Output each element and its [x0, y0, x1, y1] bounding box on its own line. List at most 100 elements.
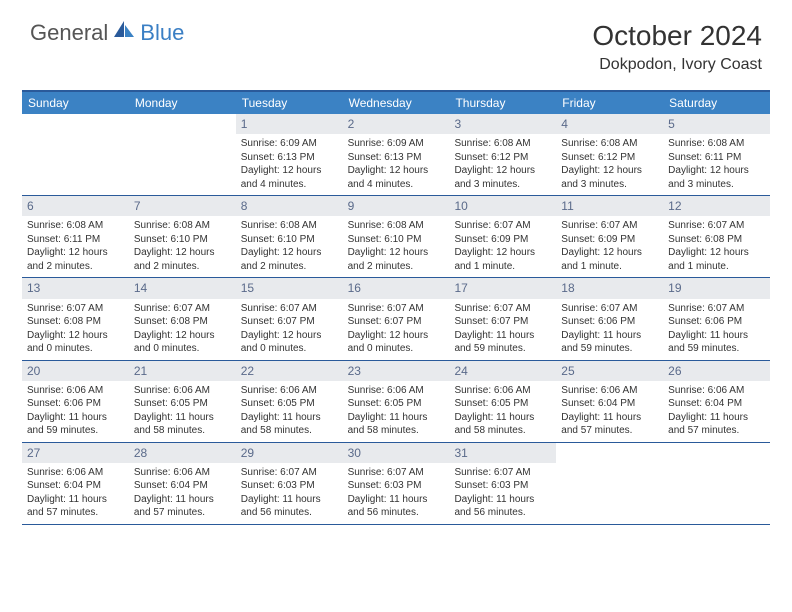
logo-text-blue: Blue: [140, 20, 184, 46]
day-cell: 14Sunrise: 6:07 AMSunset: 6:08 PMDayligh…: [129, 278, 236, 359]
day-body: Sunrise: 6:07 AMSunset: 6:07 PMDaylight:…: [449, 299, 556, 360]
day-cell: 9Sunrise: 6:08 AMSunset: 6:10 PMDaylight…: [343, 196, 450, 277]
daylight-text: and 58 minutes.: [348, 424, 445, 438]
day-body: Sunrise: 6:06 AMSunset: 6:05 PMDaylight:…: [236, 381, 343, 442]
sunrise-text: Sunrise: 6:07 AM: [348, 302, 445, 316]
weekday-label: Saturday: [663, 92, 770, 114]
sunset-text: Sunset: 6:06 PM: [668, 315, 765, 329]
daylight-text: and 58 minutes.: [241, 424, 338, 438]
weekday-header-row: SundayMondayTuesdayWednesdayThursdayFrid…: [22, 92, 770, 114]
daylight-text: Daylight: 11 hours: [454, 411, 551, 425]
day-body: Sunrise: 6:07 AMSunset: 6:08 PMDaylight:…: [22, 299, 129, 360]
sunrise-text: Sunrise: 6:07 AM: [668, 219, 765, 233]
sunrise-text: Sunrise: 6:06 AM: [454, 384, 551, 398]
daylight-text: and 1 minute.: [561, 260, 658, 274]
sunrise-text: Sunrise: 6:07 AM: [27, 302, 124, 316]
sunset-text: Sunset: 6:05 PM: [134, 397, 231, 411]
daylight-text: and 4 minutes.: [348, 178, 445, 192]
day-cell: ..: [22, 114, 129, 195]
sunset-text: Sunset: 6:06 PM: [27, 397, 124, 411]
logo: General Blue: [30, 20, 184, 46]
sunset-text: Sunset: 6:10 PM: [134, 233, 231, 247]
day-number: 12: [663, 196, 770, 216]
sunset-text: Sunset: 6:05 PM: [241, 397, 338, 411]
day-body: Sunrise: 6:06 AMSunset: 6:05 PMDaylight:…: [449, 381, 556, 442]
day-body: Sunrise: 6:08 AMSunset: 6:11 PMDaylight:…: [22, 216, 129, 277]
daylight-text: and 57 minutes.: [134, 506, 231, 520]
daylight-text: and 0 minutes.: [134, 342, 231, 356]
day-cell: 10Sunrise: 6:07 AMSunset: 6:09 PMDayligh…: [449, 196, 556, 277]
day-body: Sunrise: 6:07 AMSunset: 6:09 PMDaylight:…: [449, 216, 556, 277]
day-body: Sunrise: 6:09 AMSunset: 6:13 PMDaylight:…: [236, 134, 343, 195]
daylight-text: Daylight: 11 hours: [454, 329, 551, 343]
weekday-label: Sunday: [22, 92, 129, 114]
week-row: 20Sunrise: 6:06 AMSunset: 6:06 PMDayligh…: [22, 361, 770, 443]
day-number: 23: [343, 361, 450, 381]
sunrise-text: Sunrise: 6:07 AM: [348, 466, 445, 480]
sunrise-text: Sunrise: 6:06 AM: [27, 384, 124, 398]
daylight-text: and 1 minute.: [668, 260, 765, 274]
daylight-text: and 59 minutes.: [454, 342, 551, 356]
calendar: SundayMondayTuesdayWednesdayThursdayFrid…: [22, 90, 770, 525]
day-cell: 21Sunrise: 6:06 AMSunset: 6:05 PMDayligh…: [129, 361, 236, 442]
day-cell: 4Sunrise: 6:08 AMSunset: 6:12 PMDaylight…: [556, 114, 663, 195]
title-block: October 2024 Dokpodon, Ivory Coast: [592, 20, 762, 80]
daylight-text: Daylight: 11 hours: [241, 411, 338, 425]
daylight-text: and 58 minutes.: [454, 424, 551, 438]
daylight-text: Daylight: 12 hours: [27, 246, 124, 260]
day-cell: 19Sunrise: 6:07 AMSunset: 6:06 PMDayligh…: [663, 278, 770, 359]
daylight-text: and 57 minutes.: [668, 424, 765, 438]
day-number: 21: [129, 361, 236, 381]
sunrise-text: Sunrise: 6:06 AM: [668, 384, 765, 398]
sunrise-text: Sunrise: 6:06 AM: [348, 384, 445, 398]
daylight-text: Daylight: 12 hours: [241, 329, 338, 343]
day-number: 27: [22, 443, 129, 463]
daylight-text: and 56 minutes.: [241, 506, 338, 520]
sunset-text: Sunset: 6:09 PM: [561, 233, 658, 247]
day-body: Sunrise: 6:08 AMSunset: 6:12 PMDaylight:…: [449, 134, 556, 195]
day-number: 6: [22, 196, 129, 216]
daylight-text: Daylight: 12 hours: [561, 164, 658, 178]
logo-sail-icon: [114, 21, 136, 44]
day-body: Sunrise: 6:08 AMSunset: 6:10 PMDaylight:…: [129, 216, 236, 277]
daylight-text: Daylight: 12 hours: [561, 246, 658, 260]
day-cell: ..: [129, 114, 236, 195]
day-body: Sunrise: 6:07 AMSunset: 6:03 PMDaylight:…: [236, 463, 343, 524]
daylight-text: Daylight: 12 hours: [454, 246, 551, 260]
day-cell: 8Sunrise: 6:08 AMSunset: 6:10 PMDaylight…: [236, 196, 343, 277]
daylight-text: and 1 minute.: [454, 260, 551, 274]
weekday-label: Wednesday: [343, 92, 450, 114]
day-body: Sunrise: 6:06 AMSunset: 6:06 PMDaylight:…: [22, 381, 129, 442]
week-row: 27Sunrise: 6:06 AMSunset: 6:04 PMDayligh…: [22, 443, 770, 525]
daylight-text: Daylight: 11 hours: [27, 493, 124, 507]
day-cell: 7Sunrise: 6:08 AMSunset: 6:10 PMDaylight…: [129, 196, 236, 277]
sunset-text: Sunset: 6:08 PM: [134, 315, 231, 329]
day-cell: ..: [556, 443, 663, 524]
day-cell: 24Sunrise: 6:06 AMSunset: 6:05 PMDayligh…: [449, 361, 556, 442]
sunrise-text: Sunrise: 6:07 AM: [241, 466, 338, 480]
day-cell: 13Sunrise: 6:07 AMSunset: 6:08 PMDayligh…: [22, 278, 129, 359]
daylight-text: and 4 minutes.: [241, 178, 338, 192]
day-number: 20: [22, 361, 129, 381]
sunset-text: Sunset: 6:12 PM: [454, 151, 551, 165]
daylight-text: Daylight: 12 hours: [134, 246, 231, 260]
daylight-text: and 57 minutes.: [561, 424, 658, 438]
day-number: 18: [556, 278, 663, 298]
day-number: 31: [449, 443, 556, 463]
day-cell: 12Sunrise: 6:07 AMSunset: 6:08 PMDayligh…: [663, 196, 770, 277]
logo-text-general: General: [30, 20, 108, 46]
daylight-text: and 59 minutes.: [561, 342, 658, 356]
sunrise-text: Sunrise: 6:08 AM: [27, 219, 124, 233]
day-cell: 2Sunrise: 6:09 AMSunset: 6:13 PMDaylight…: [343, 114, 450, 195]
sunrise-text: Sunrise: 6:07 AM: [454, 466, 551, 480]
day-number: 17: [449, 278, 556, 298]
day-cell: 31Sunrise: 6:07 AMSunset: 6:03 PMDayligh…: [449, 443, 556, 524]
daylight-text: Daylight: 11 hours: [668, 411, 765, 425]
sunset-text: Sunset: 6:03 PM: [241, 479, 338, 493]
day-body: Sunrise: 6:07 AMSunset: 6:06 PMDaylight:…: [556, 299, 663, 360]
daylight-text: Daylight: 11 hours: [134, 411, 231, 425]
day-number: 16: [343, 278, 450, 298]
sunrise-text: Sunrise: 6:08 AM: [668, 137, 765, 151]
week-row: 6Sunrise: 6:08 AMSunset: 6:11 PMDaylight…: [22, 196, 770, 278]
day-cell: 5Sunrise: 6:08 AMSunset: 6:11 PMDaylight…: [663, 114, 770, 195]
